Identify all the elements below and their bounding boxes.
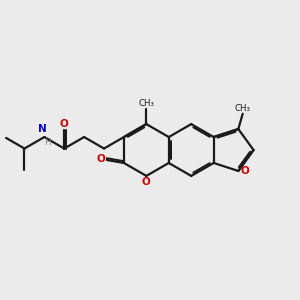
Text: H: H bbox=[44, 138, 51, 147]
Text: N: N bbox=[38, 124, 47, 134]
Text: O: O bbox=[97, 154, 105, 164]
Text: O: O bbox=[142, 177, 151, 188]
Text: O: O bbox=[241, 166, 249, 176]
Text: CH₃: CH₃ bbox=[138, 99, 154, 108]
Text: O: O bbox=[60, 118, 69, 128]
Text: CH₃: CH₃ bbox=[235, 103, 251, 112]
